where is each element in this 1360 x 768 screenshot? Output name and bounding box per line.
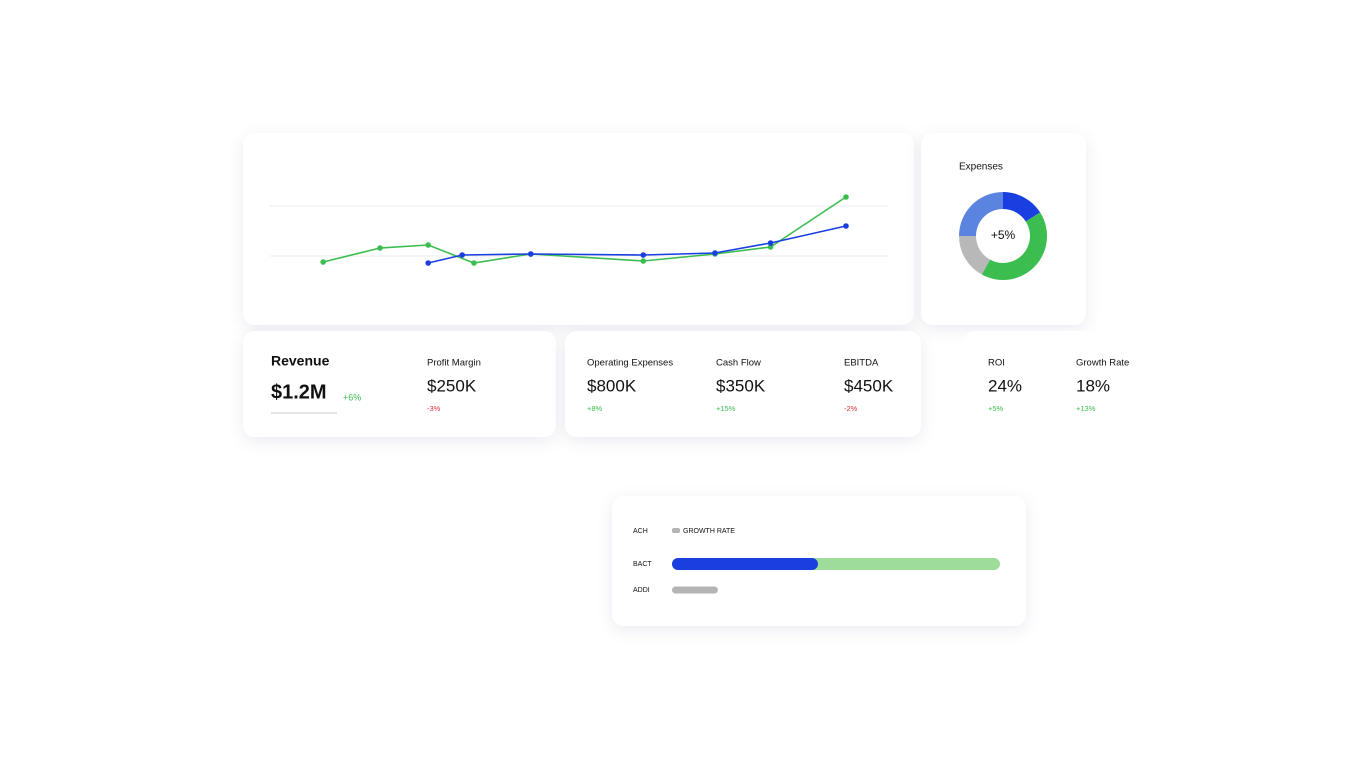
donut-segment	[981, 212, 1047, 280]
kpi-change: -2%	[844, 404, 858, 413]
kpi-value: 18%	[1076, 376, 1110, 395]
kpi-label: Operating Expenses	[587, 358, 673, 369]
kpi-value: $350K	[716, 376, 766, 395]
legend-label: GROWTH RATE	[683, 528, 735, 535]
donut-center: +5%	[991, 228, 1016, 242]
point	[843, 223, 849, 229]
point	[640, 252, 647, 258]
kpi-label: ROI	[988, 358, 1005, 369]
kpi-label: Profit Margin	[427, 358, 481, 369]
line-card	[243, 133, 914, 325]
kpi-change: +15%	[716, 404, 736, 413]
kpi-change: +8%	[587, 404, 603, 413]
progress-bar	[672, 558, 818, 570]
kpi-change: +13%	[1076, 404, 1096, 413]
donut-segment	[959, 236, 990, 275]
kpi-change: -3%	[427, 404, 441, 413]
kpi-value: $800K	[587, 376, 637, 395]
kpi-label: Cash Flow	[716, 358, 761, 369]
point	[377, 245, 383, 251]
row-label: ADDI	[633, 587, 650, 594]
point	[471, 260, 477, 266]
point	[425, 260, 432, 266]
kpi-value: $250K	[427, 376, 477, 395]
kpi-value: 24%	[988, 376, 1022, 395]
kpi-change: +6%	[343, 392, 361, 402]
row-label: ACH	[633, 528, 648, 535]
kpi-label: Growth Rate	[1076, 358, 1129, 369]
kpi-card	[243, 331, 556, 437]
point	[843, 194, 849, 200]
point	[767, 240, 774, 246]
donut-segment	[1003, 192, 1041, 222]
legend-swatch	[672, 528, 680, 533]
donut-segment	[959, 192, 1003, 236]
kpi-card	[963, 331, 1143, 437]
donut-card	[921, 133, 1086, 325]
point	[320, 259, 326, 265]
point	[640, 258, 647, 264]
kpi-label: EBITDA	[844, 358, 879, 369]
kpi-label: Revenue	[271, 353, 330, 369]
point	[767, 244, 774, 250]
point	[527, 251, 534, 257]
point	[425, 242, 432, 248]
point	[712, 250, 718, 256]
kpi-value: $1.2M	[271, 381, 327, 403]
point	[459, 252, 465, 258]
kpi-change: +5%	[988, 404, 1004, 413]
row-label: BACT	[633, 561, 652, 568]
kpi-card	[565, 331, 921, 437]
progress-bar	[672, 586, 718, 594]
kpi-value: $450K	[844, 376, 894, 395]
donut-title: Expenses	[959, 162, 1003, 173]
